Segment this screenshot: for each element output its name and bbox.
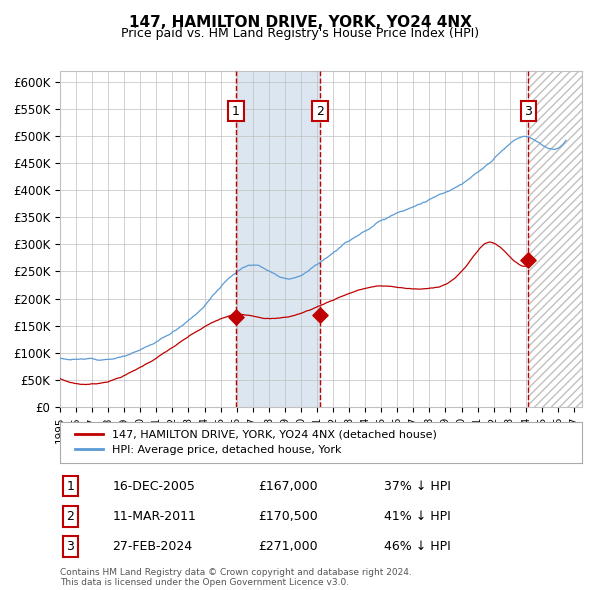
Bar [236,71,320,407]
Text: 2: 2 [67,510,74,523]
Text: 1: 1 [232,104,240,117]
Text: 11-MAR-2011: 11-MAR-2011 [112,510,196,523]
Legend: 147, HAMILTON DRIVE, YORK, YO24 4NX (detached house), HPI: Average price, detach: 147, HAMILTON DRIVE, YORK, YO24 4NX (det… [71,425,441,460]
Text: 1: 1 [67,480,74,493]
Text: Price paid vs. HM Land Registry's House Price Index (HPI): Price paid vs. HM Land Registry's House … [121,27,479,40]
Bar [528,71,582,407]
Text: Contains HM Land Registry data © Crown copyright and database right 2024.
This d: Contains HM Land Registry data © Crown c… [60,568,412,587]
Text: 3: 3 [67,540,74,553]
Point [231,312,241,321]
Text: 16-DEC-2005: 16-DEC-2005 [112,480,195,493]
Text: 147, HAMILTON DRIVE, YORK, YO24 4NX: 147, HAMILTON DRIVE, YORK, YO24 4NX [128,15,472,30]
Text: 27-FEB-2024: 27-FEB-2024 [112,540,193,553]
Text: £170,500: £170,500 [259,510,318,523]
Point [523,255,533,265]
Text: 41% ↓ HPI: 41% ↓ HPI [383,510,451,523]
Bar [528,71,582,407]
Text: 37% ↓ HPI: 37% ↓ HPI [383,480,451,493]
Point [315,310,325,319]
Text: £271,000: £271,000 [259,540,318,553]
Text: 46% ↓ HPI: 46% ↓ HPI [383,540,451,553]
Text: 3: 3 [524,104,532,117]
Text: £167,000: £167,000 [259,480,318,493]
Text: 2: 2 [316,104,324,117]
